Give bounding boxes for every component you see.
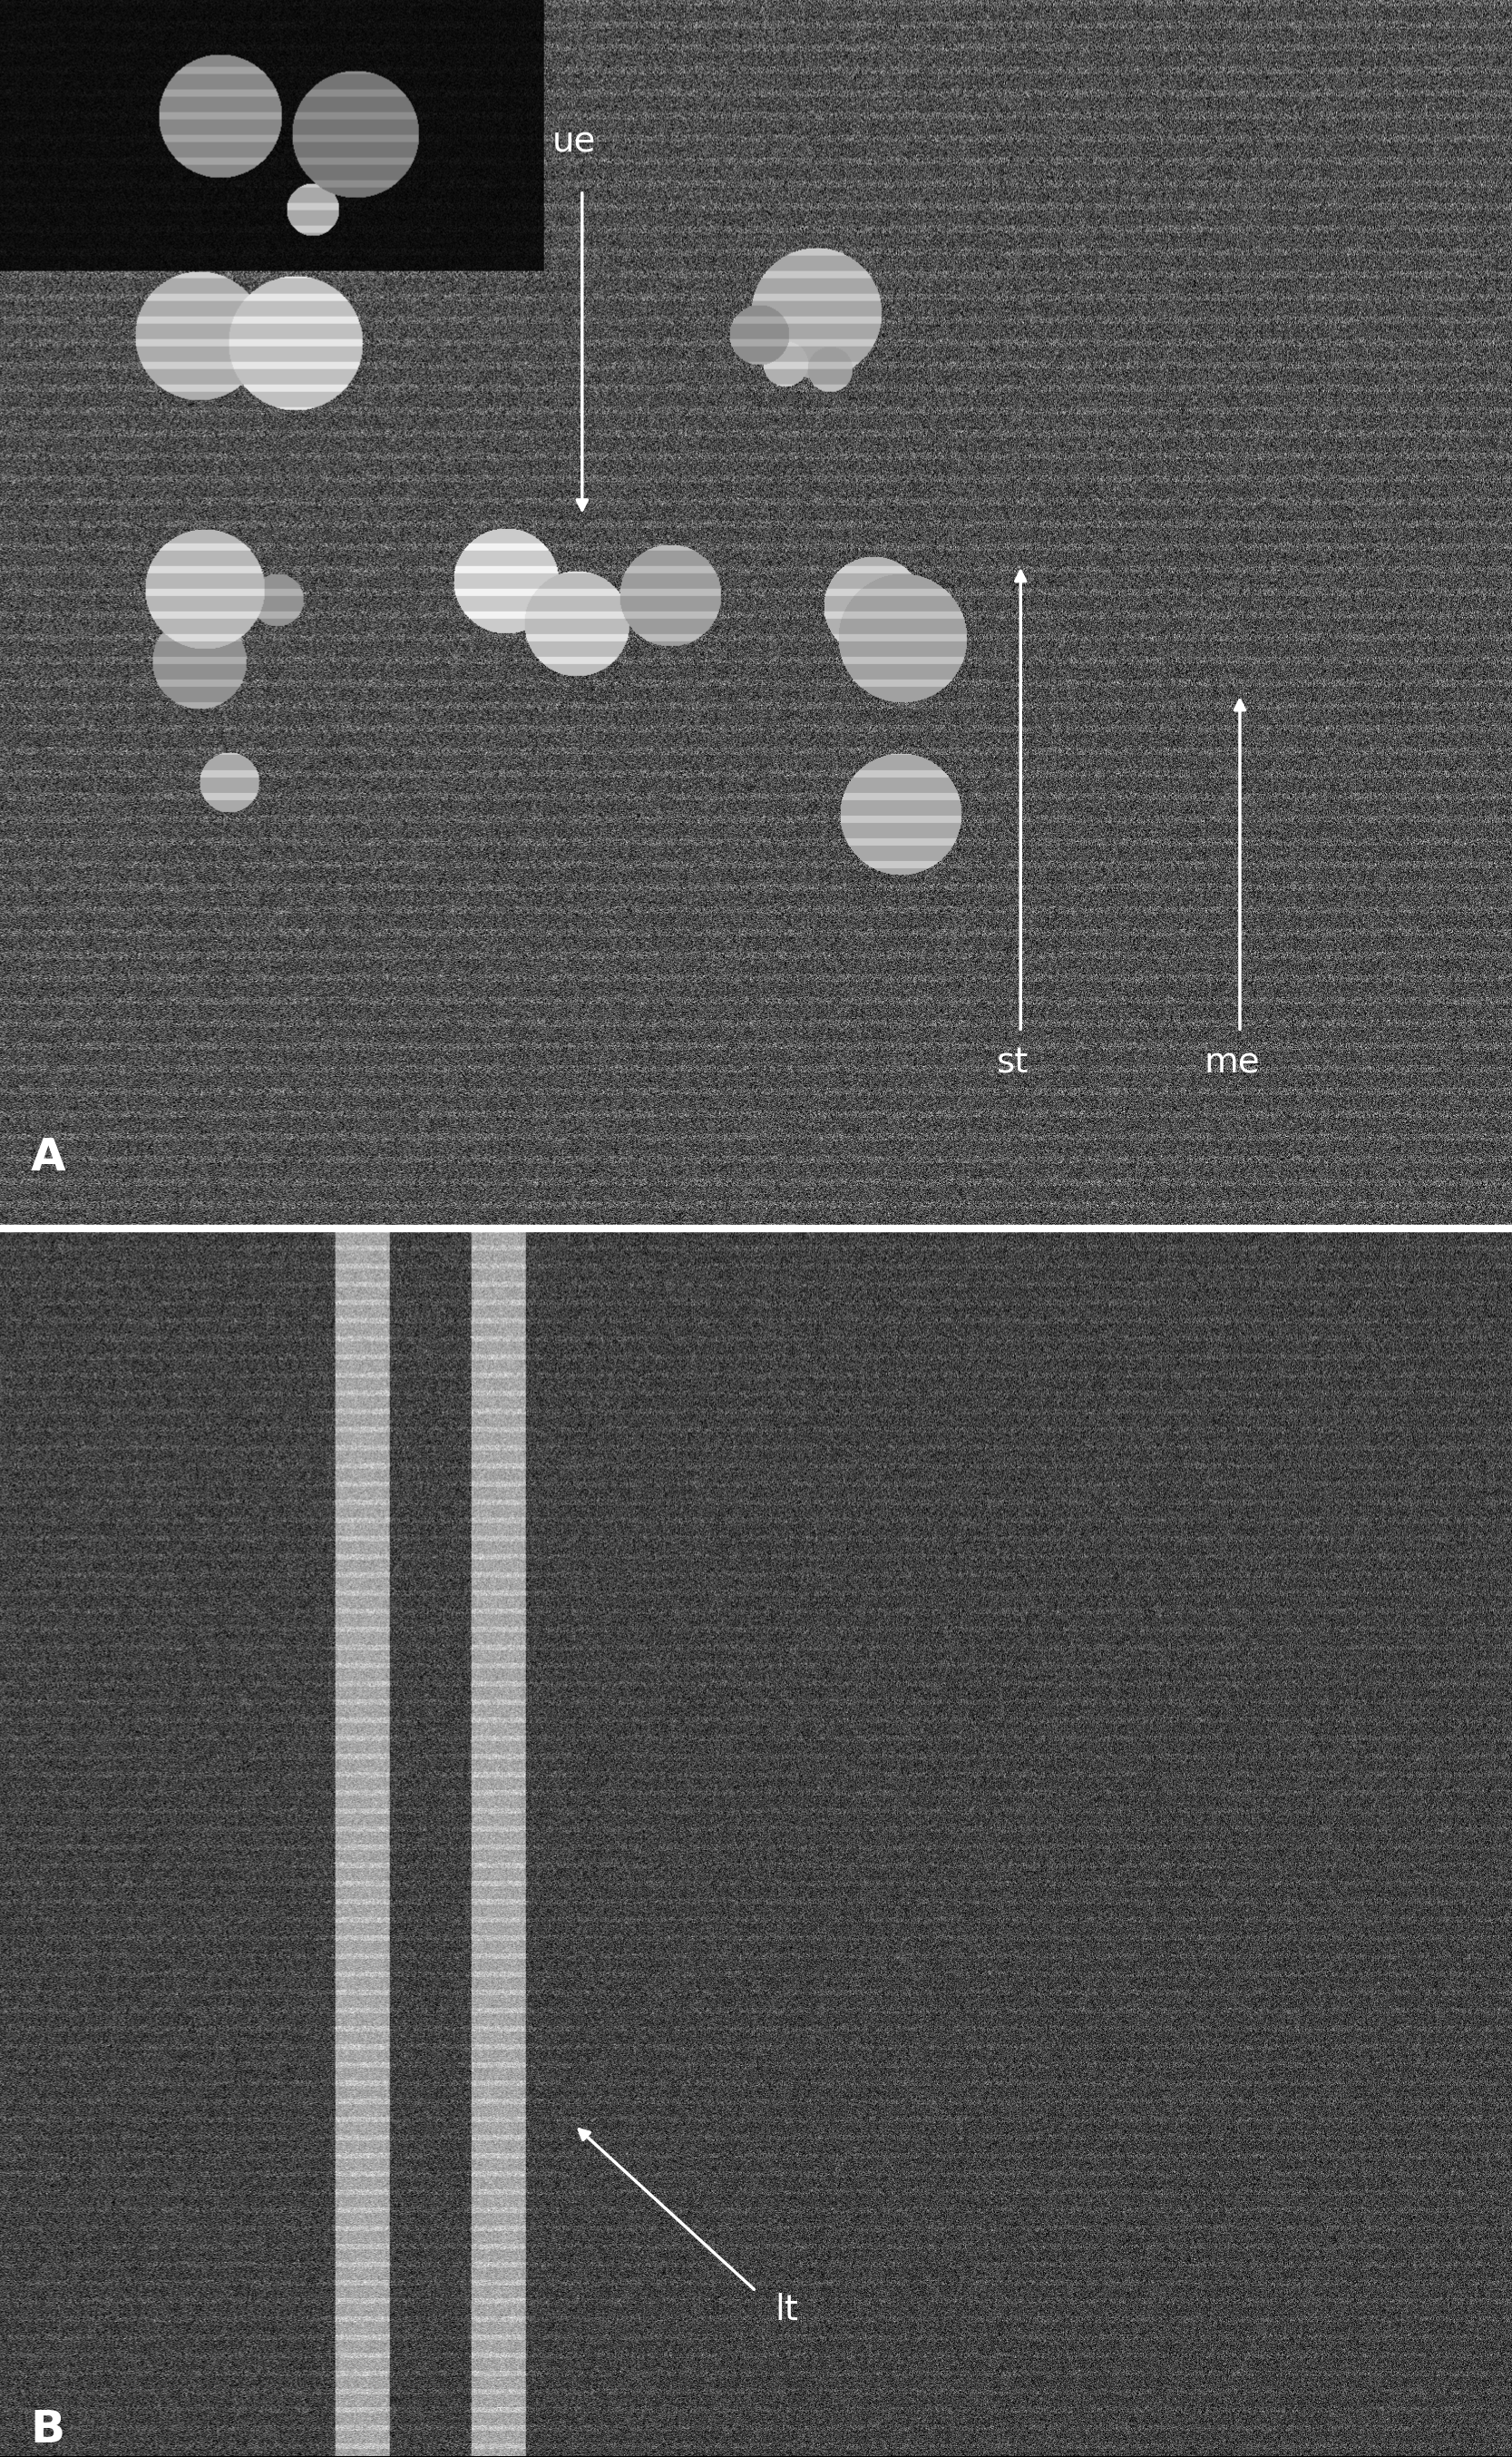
Text: lt: lt — [774, 2292, 798, 2327]
Text: st: st — [996, 1044, 1030, 1081]
Text: ue: ue — [552, 123, 597, 160]
Text: B: B — [30, 2408, 65, 2452]
Text: A: A — [30, 1135, 65, 1179]
Text: me: me — [1204, 1044, 1261, 1081]
